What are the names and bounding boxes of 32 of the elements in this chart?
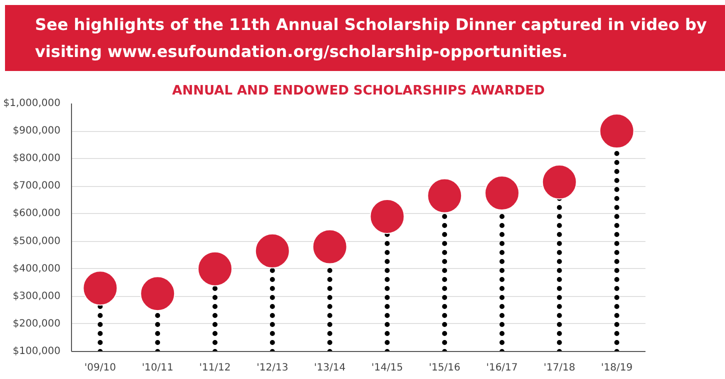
chart-title: ANNUAL AND ENDOWED SCHOLARSHIPS AWARDED <box>172 84 546 98</box>
y-tick-label: $600,000 <box>12 208 61 220</box>
x-tick-label: '13/14 <box>314 362 346 374</box>
x-tick-label: '18/19 <box>601 362 633 374</box>
y-tick-label: $100,000 <box>12 346 61 357</box>
x-tick-label: '14/15 <box>371 362 403 374</box>
y-tick-label: $300,000 <box>12 290 61 302</box>
point <box>427 178 462 214</box>
x-tick-label: '15/16 <box>428 362 460 374</box>
x-tick-label: '16/17 <box>486 362 518 374</box>
x-tick-label: '11/12 <box>199 362 231 374</box>
y-tick-label: $500,000 <box>12 236 61 247</box>
y-tick-label: $700,000 <box>12 180 61 192</box>
x-tick-label: '17/18 <box>544 362 576 374</box>
y-tick-label: $400,000 <box>12 263 61 274</box>
point <box>198 251 232 286</box>
point <box>140 276 176 312</box>
point <box>312 229 348 264</box>
y-tick-label: $900,000 <box>12 126 61 137</box>
point <box>484 176 520 211</box>
point <box>82 270 118 306</box>
point <box>542 164 577 200</box>
x-tick-label: '12/13 <box>256 362 288 374</box>
point <box>370 199 405 234</box>
point <box>599 114 634 149</box>
x-tick-label: '10/11 <box>142 362 174 374</box>
y-tick-label: $200,000 <box>12 318 61 330</box>
point <box>254 233 290 268</box>
text: See highlights of the 11th Annual Scholarship Dinner captured in video by visiting www.esufoundation.org/scholarship-opportunities. <box>35 14 708 63</box>
x-tick-label: '09/10 <box>84 362 116 374</box>
y-tick-label: $1,000,000 <box>3 98 61 109</box>
y-tick-label: $800,000 <box>12 153 61 164</box>
